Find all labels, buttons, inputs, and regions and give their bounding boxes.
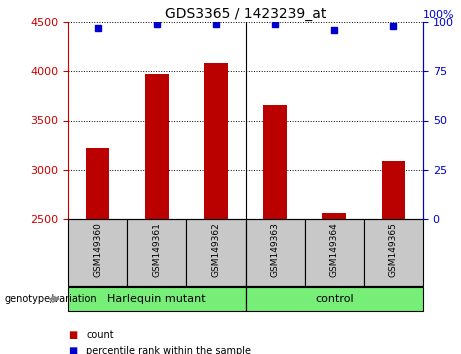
- Bar: [246, 219, 305, 286]
- Bar: [186, 219, 246, 286]
- Text: genotype/variation: genotype/variation: [5, 294, 97, 304]
- Text: GSM149361: GSM149361: [152, 222, 161, 277]
- Text: GSM149362: GSM149362: [212, 222, 220, 277]
- Text: ■: ■: [68, 330, 77, 340]
- Text: ■: ■: [68, 346, 77, 354]
- Bar: [382, 161, 405, 219]
- Text: GSM149364: GSM149364: [330, 222, 339, 277]
- Bar: [86, 148, 109, 219]
- Bar: [204, 63, 228, 219]
- Bar: [145, 74, 169, 219]
- Text: GSM149363: GSM149363: [271, 222, 279, 277]
- Text: GSM149365: GSM149365: [389, 222, 398, 277]
- Bar: [305, 219, 364, 286]
- Text: 100%: 100%: [423, 10, 455, 20]
- Bar: [364, 219, 423, 286]
- Title: GDS3365 / 1423239_at: GDS3365 / 1423239_at: [165, 7, 326, 21]
- Text: control: control: [315, 294, 354, 304]
- Text: count: count: [87, 330, 114, 340]
- Text: percentile rank within the sample: percentile rank within the sample: [87, 346, 251, 354]
- Bar: [68, 286, 246, 312]
- Bar: [322, 213, 346, 219]
- Text: Harlequin mutant: Harlequin mutant: [107, 294, 206, 304]
- Text: GSM149360: GSM149360: [93, 222, 102, 277]
- Bar: [68, 219, 127, 286]
- Bar: [127, 219, 186, 286]
- Bar: [263, 105, 287, 219]
- Bar: [246, 286, 423, 312]
